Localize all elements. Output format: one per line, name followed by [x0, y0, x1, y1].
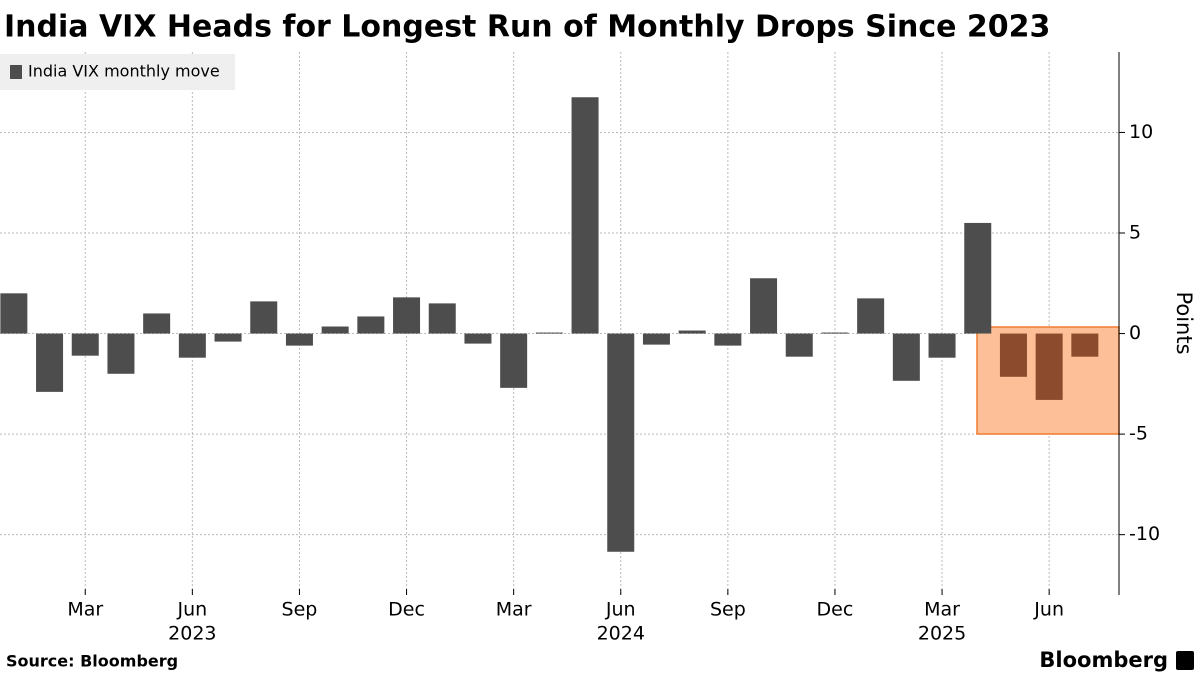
brand-icon	[1176, 651, 1194, 670]
y-tick-label: 10	[1129, 121, 1153, 143]
bar	[1071, 333, 1099, 357]
legend-swatch	[10, 65, 22, 79]
x-tick-label: Dec	[388, 599, 425, 621]
bar	[999, 333, 1027, 377]
bar	[357, 316, 385, 334]
bar	[500, 333, 528, 388]
bar	[785, 333, 813, 357]
bar	[857, 298, 885, 334]
chart-title: India VIX Heads for Longest Run of Month…	[4, 10, 1050, 45]
bar	[821, 332, 849, 334]
bar	[642, 333, 670, 345]
bar	[535, 332, 563, 334]
source: Source: Bloomberg	[6, 652, 178, 671]
legend-box	[0, 54, 235, 90]
bar	[321, 326, 349, 334]
bar	[464, 333, 492, 344]
x-tick-label: Sep	[710, 599, 746, 621]
brand: Bloomberg	[1039, 648, 1168, 672]
x-tick-label: Jun	[605, 599, 636, 621]
bar	[71, 333, 99, 356]
legend-label: India VIX monthly move	[28, 62, 220, 81]
y-tick-label: -10	[1129, 523, 1160, 545]
x-tick-label: Mar	[67, 599, 103, 621]
bar	[285, 333, 313, 346]
bar	[107, 333, 135, 374]
bar	[178, 333, 206, 358]
bar	[214, 333, 242, 342]
x-year-label: 2023	[168, 623, 216, 645]
bar	[928, 333, 956, 358]
y-tick-label: 0	[1129, 322, 1141, 344]
bar	[678, 330, 706, 334]
bar	[36, 333, 64, 392]
x-tick-label: Mar	[496, 599, 532, 621]
bar	[428, 303, 456, 334]
y-tick-label: -5	[1129, 423, 1148, 445]
bar	[892, 333, 920, 381]
x-year-label: 2024	[597, 623, 645, 645]
bar	[750, 278, 778, 334]
bar	[143, 313, 171, 334]
x-tick-label: Dec	[817, 599, 854, 621]
y-tick-label: 5	[1129, 222, 1141, 244]
y-axis-label: Points	[1172, 291, 1196, 354]
bar	[1035, 333, 1063, 400]
bar	[714, 333, 742, 346]
x-tick-label: Jun	[1033, 599, 1064, 621]
x-tick-label: Mar	[924, 599, 960, 621]
bar	[250, 301, 278, 334]
x-tick-label: Sep	[282, 599, 318, 621]
x-tick-label: Jun	[177, 599, 208, 621]
bar	[964, 222, 992, 334]
bar	[571, 97, 599, 334]
bar	[0, 293, 28, 334]
bar	[393, 297, 421, 334]
bar	[607, 333, 635, 552]
x-year-label: 2025	[918, 623, 966, 645]
